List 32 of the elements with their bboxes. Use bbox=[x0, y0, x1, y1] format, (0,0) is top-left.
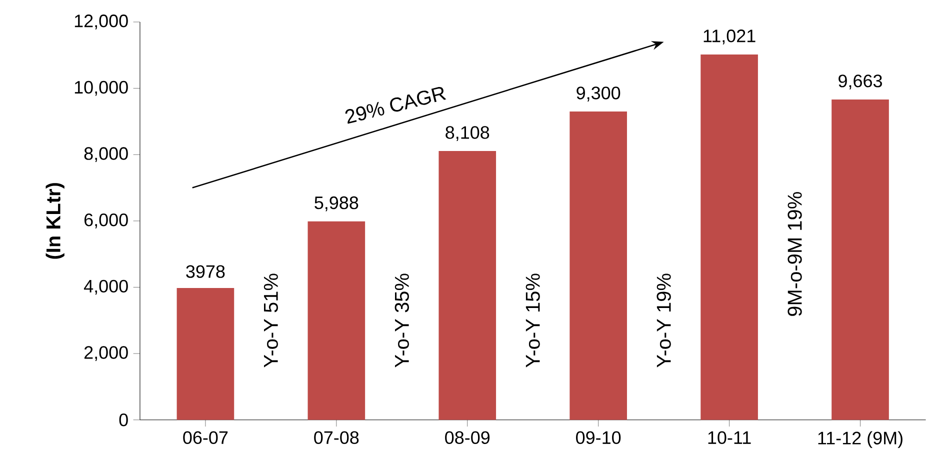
annotation: Y-o-Y 15% bbox=[526, 274, 540, 368]
annotation: 29% CAGR bbox=[345, 87, 446, 124]
x-tick-label: 11-12 (9M) bbox=[818, 431, 902, 448]
y-tick-label: 8,000 bbox=[84, 147, 128, 162]
y-tick-label: 0 bbox=[119, 414, 128, 426]
y-axis-title: (In KLtr) bbox=[46, 183, 64, 259]
bar bbox=[438, 151, 496, 420]
data-label: 9,300 bbox=[576, 86, 620, 102]
data-label: 11,021 bbox=[704, 30, 756, 44]
y-tick-label: 10,000 bbox=[74, 80, 128, 96]
x-tick-label: 06-07 bbox=[183, 431, 228, 444]
y-tick-label: 2,000 bbox=[84, 346, 128, 362]
annotation: 9M-o-9M 19% bbox=[788, 192, 802, 316]
x-tick-label: 10-11 bbox=[708, 431, 751, 444]
y-tick-label: 12,000 bbox=[74, 14, 128, 30]
bar bbox=[570, 112, 627, 420]
annotation: Y-o-Y 19% bbox=[656, 274, 671, 368]
bar bbox=[832, 100, 889, 420]
x-tick-label: 07-08 bbox=[314, 431, 359, 444]
x-tick-label: 08-09 bbox=[445, 431, 490, 444]
x-tick-label: 09-10 bbox=[576, 431, 621, 444]
bar bbox=[700, 54, 758, 420]
data-label: 8,108 bbox=[446, 126, 490, 142]
y-tick-label: 4,000 bbox=[84, 280, 128, 295]
annotation: Y-o-Y 35% bbox=[394, 274, 409, 368]
annotation: Y-o-Y 51% bbox=[264, 274, 278, 368]
y-tick-label: 6,000 bbox=[84, 214, 128, 228]
bar bbox=[308, 221, 366, 420]
data-label: 5,988 bbox=[314, 196, 358, 212]
bar bbox=[176, 288, 234, 420]
data-label: 9,663 bbox=[838, 74, 882, 90]
data-label: 3978 bbox=[186, 265, 225, 278]
